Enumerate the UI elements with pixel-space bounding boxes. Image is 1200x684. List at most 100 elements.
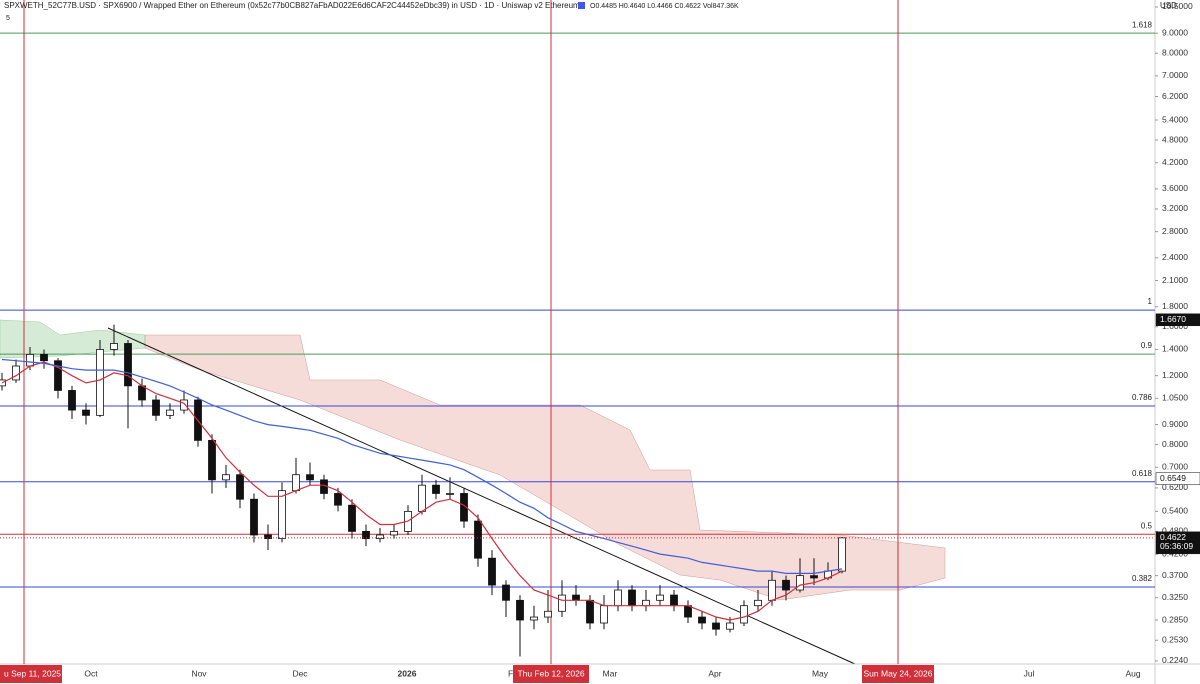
candle-body bbox=[754, 599, 762, 607]
candle-body bbox=[838, 537, 846, 572]
price-label-box bbox=[1155, 313, 1200, 327]
candle-body bbox=[782, 579, 790, 591]
fib-label: 0.618 bbox=[1132, 469, 1153, 478]
trendline bbox=[107, 327, 856, 665]
price-label-box bbox=[1155, 472, 1200, 485]
candle-body bbox=[726, 622, 734, 630]
candle-body bbox=[796, 575, 804, 591]
moving-average bbox=[1, 358, 843, 574]
x-tick-label: Mar bbox=[603, 668, 618, 678]
candle-body bbox=[166, 409, 174, 416]
candle-body bbox=[180, 399, 188, 411]
candle-body bbox=[110, 343, 118, 350]
candle-body bbox=[740, 605, 748, 624]
marker-date-box bbox=[513, 665, 589, 683]
y-tick-label: 0.5400 bbox=[1162, 506, 1188, 516]
y-tick-label: 0.2850 bbox=[1162, 614, 1188, 624]
candle-body bbox=[348, 504, 356, 532]
y-tick-label: 0.9000 bbox=[1162, 419, 1188, 429]
x-tick-label: Aug bbox=[1125, 668, 1140, 678]
candle-body bbox=[516, 599, 524, 621]
y-tick-label: 2.1000 bbox=[1162, 275, 1188, 285]
y-tick-label: 2.8000 bbox=[1162, 226, 1188, 236]
marker-date: Sun May 24, 2026 bbox=[864, 668, 933, 678]
countdown: 05:36:09 bbox=[1160, 541, 1193, 551]
x-tick-label: May bbox=[812, 668, 829, 678]
price-label: 0.6549 bbox=[1160, 473, 1186, 483]
x-tick-label: Apr bbox=[708, 668, 721, 678]
candle-body bbox=[54, 360, 62, 391]
candle-body bbox=[684, 605, 692, 618]
candle-body bbox=[96, 349, 104, 416]
candle-body bbox=[698, 616, 706, 624]
candle-body bbox=[600, 605, 608, 624]
y-tick-label: 0.3250 bbox=[1162, 592, 1188, 602]
fib-label: 0.382 bbox=[1132, 574, 1153, 583]
candle-body bbox=[124, 343, 132, 387]
fib-label: 0.786 bbox=[1132, 393, 1153, 402]
indicator-count: 5 bbox=[6, 15, 10, 22]
y-tick-label: 1.0500 bbox=[1162, 393, 1188, 403]
candle-body bbox=[362, 530, 370, 540]
y-tick-label: 1.2000 bbox=[1162, 370, 1188, 380]
marker-date-box bbox=[862, 665, 934, 683]
ichimoku-cloud-red bbox=[144, 334, 946, 601]
y-tick-label: 0.3700 bbox=[1162, 570, 1188, 580]
candle-body bbox=[544, 610, 552, 618]
candle-body bbox=[152, 399, 160, 416]
y-tick-label: 8.0000 bbox=[1162, 47, 1188, 57]
candle-body bbox=[250, 498, 258, 536]
candle-body bbox=[390, 530, 398, 536]
status-icon bbox=[578, 2, 585, 9]
candle-body bbox=[26, 353, 34, 367]
y-tick-label: 9.0000 bbox=[1162, 27, 1188, 37]
y-tick-label: 0.7000 bbox=[1162, 462, 1188, 472]
candle-body bbox=[236, 474, 244, 500]
candle-body bbox=[586, 599, 594, 624]
symbol-header: SPXWETH_52C77B.USD · SPX6900 / Wrapped E… bbox=[4, 1, 580, 10]
candle-body bbox=[712, 622, 720, 630]
moving-average bbox=[1, 361, 843, 621]
fib-label: 0.5 bbox=[1141, 521, 1153, 530]
candle-body bbox=[418, 484, 426, 512]
x-tick-label: Jul bbox=[1024, 668, 1035, 678]
currency-label: USD bbox=[1160, 1, 1177, 10]
y-tick-label: 0.4800 bbox=[1162, 526, 1188, 536]
y-tick-label: 6.2000 bbox=[1162, 91, 1188, 101]
marker-date: u Sep 11, 2025 bbox=[4, 668, 61, 678]
candle-body bbox=[376, 534, 384, 540]
x-tick-label: 2026 bbox=[398, 668, 417, 678]
y-tick-label: 4.2000 bbox=[1162, 157, 1188, 167]
y-tick-label: 7.0000 bbox=[1162, 70, 1188, 80]
fib-label: 1.618 bbox=[1132, 20, 1153, 29]
candle-body bbox=[264, 534, 272, 540]
candle-body bbox=[614, 589, 622, 607]
candle-body bbox=[432, 484, 440, 494]
candle-body bbox=[292, 474, 300, 492]
marker-date-box bbox=[0, 665, 62, 683]
y-tick-label: 4.8000 bbox=[1162, 134, 1188, 144]
candle-body bbox=[656, 594, 664, 601]
candle-body bbox=[68, 390, 76, 411]
candle-body bbox=[460, 493, 468, 522]
candle-body bbox=[670, 594, 678, 607]
y-tick-label: 0.8000 bbox=[1162, 439, 1188, 449]
candle-body bbox=[12, 365, 20, 381]
candle-body bbox=[810, 575, 818, 579]
candle-body bbox=[642, 599, 650, 607]
y-tick-label: 0.6200 bbox=[1162, 482, 1188, 492]
y-tick-label: 1.8000 bbox=[1162, 301, 1188, 311]
y-tick-label: 3.2000 bbox=[1162, 203, 1188, 213]
candle-body bbox=[628, 589, 636, 607]
x-tick-label: Nov bbox=[191, 668, 207, 678]
marker-date: Thu Feb 12, 2026 bbox=[517, 668, 584, 678]
x-tick-label: Oct bbox=[84, 668, 98, 678]
y-tick-label: 0.2530 bbox=[1162, 634, 1188, 644]
y-tick-label: 10.5000 bbox=[1162, 1, 1193, 11]
candle-body bbox=[488, 557, 496, 586]
x-tick-label: Dec bbox=[292, 668, 308, 678]
candle-body bbox=[278, 490, 286, 540]
